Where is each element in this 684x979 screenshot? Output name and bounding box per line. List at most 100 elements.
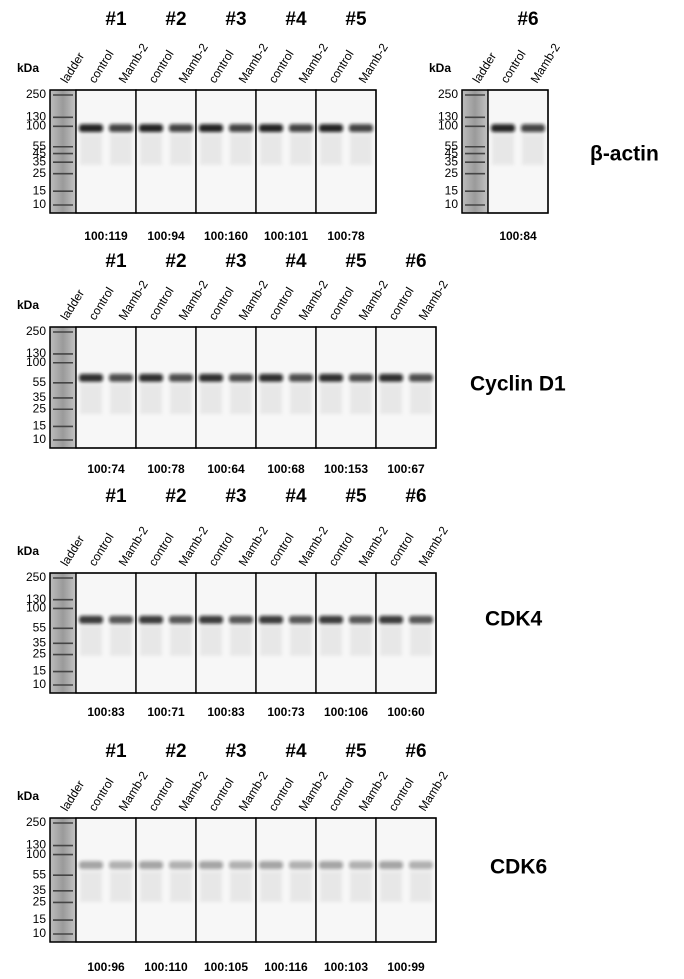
- band: [109, 373, 133, 382]
- kda-label: kDa: [17, 298, 39, 312]
- marker-label: 15: [33, 419, 47, 433]
- band-smear: [290, 625, 312, 656]
- band: [79, 124, 103, 133]
- band-smear: [170, 134, 192, 165]
- marker-label: 130: [438, 110, 458, 124]
- marker-label: 250: [26, 570, 46, 584]
- blot-border: [461, 89, 549, 214]
- lane-label: control: [386, 285, 417, 323]
- protein-label: β-actin: [590, 143, 659, 166]
- group-label: #6: [405, 486, 426, 507]
- group-label: #2: [165, 9, 186, 30]
- band: [79, 615, 103, 624]
- lane-label: Mamb-2: [416, 278, 451, 323]
- band-smear: [200, 871, 222, 903]
- band: [409, 373, 433, 382]
- marker-label: 100: [26, 118, 46, 132]
- blot-border: [49, 817, 437, 943]
- marker-label: 10: [33, 926, 47, 940]
- band-smear: [320, 625, 342, 656]
- ratio-label: 100:78: [147, 462, 185, 476]
- lane-label: control: [266, 531, 297, 569]
- lane-label: control: [206, 531, 237, 569]
- ratio-label: 100:105: [204, 960, 248, 974]
- lane-label: control: [386, 531, 417, 569]
- band-smear: [320, 383, 342, 415]
- ratio-label: 100:74: [87, 462, 125, 476]
- marker-label: 35: [33, 636, 47, 650]
- lane-label: control: [498, 48, 529, 86]
- group-label: #5: [345, 251, 367, 272]
- lane-label: control: [86, 531, 117, 569]
- band: [229, 861, 253, 870]
- lane-label: control: [86, 48, 117, 86]
- marker-label: 35: [445, 154, 459, 168]
- band: [319, 124, 343, 133]
- ratio-label: 100:64: [207, 462, 245, 476]
- lane-label: control: [326, 48, 357, 86]
- group-label: #4: [285, 486, 307, 507]
- band: [289, 861, 313, 870]
- ladder-lane: [49, 572, 77, 694]
- ratio-label: 100:99: [387, 960, 425, 974]
- marker-label: 10: [33, 197, 47, 211]
- band-smear: [410, 871, 432, 903]
- group-label: #3: [225, 486, 246, 507]
- band: [109, 124, 133, 133]
- band-smear: [320, 134, 342, 165]
- lane-label: control: [266, 48, 297, 86]
- lane-label: ladder: [58, 778, 88, 814]
- lane-label: control: [206, 776, 237, 814]
- lane-label: control: [266, 776, 297, 814]
- band-smear: [170, 383, 192, 415]
- marker-label: 55: [33, 375, 47, 389]
- band-smear: [110, 383, 132, 415]
- ratio-label: 100:60: [387, 705, 425, 719]
- marker-label: 15: [33, 912, 47, 926]
- band-smear: [110, 625, 132, 656]
- band: [229, 615, 253, 624]
- band: [139, 861, 163, 870]
- band: [79, 861, 103, 870]
- marker-label: 35: [33, 154, 47, 168]
- kda-label: kDa: [429, 61, 451, 75]
- ladder-lane: [49, 817, 77, 943]
- band-smear: [230, 134, 252, 165]
- band-smear: [200, 383, 222, 415]
- ratio-label: 100:83: [87, 705, 125, 719]
- group-label: #6: [517, 9, 538, 30]
- group-label: #5: [345, 9, 367, 30]
- ratio-label: 100:96: [87, 960, 125, 974]
- marker-label: 130: [26, 110, 46, 124]
- marker-label: 15: [33, 664, 47, 678]
- group-label: #5: [345, 741, 367, 762]
- ratio-label: 100:83: [207, 705, 245, 719]
- ratio-label: 100:84: [499, 229, 537, 243]
- band: [409, 861, 433, 870]
- group-label: #2: [165, 251, 186, 272]
- band: [79, 373, 103, 382]
- group-label: #6: [405, 251, 426, 272]
- lane-label: ladder: [58, 533, 88, 569]
- band: [259, 373, 283, 382]
- lane-label: ladder: [58, 50, 88, 86]
- lane-label: ladder: [58, 287, 88, 323]
- lane-label: control: [146, 776, 177, 814]
- marker-label: 100: [26, 847, 46, 861]
- lane-label: control: [266, 285, 297, 323]
- band-smear: [410, 383, 432, 415]
- band-smear: [140, 625, 162, 656]
- band: [169, 861, 193, 870]
- band: [289, 373, 313, 382]
- lane-label: control: [206, 285, 237, 323]
- group-label: #3: [225, 741, 246, 762]
- band: [349, 615, 373, 624]
- blot-border: [49, 572, 437, 694]
- band-smear: [140, 383, 162, 415]
- band-smear: [170, 871, 192, 903]
- band: [319, 373, 343, 382]
- band: [109, 615, 133, 624]
- marker-label: 10: [445, 197, 459, 211]
- group-label: #2: [165, 741, 186, 762]
- marker-label: 250: [26, 324, 46, 338]
